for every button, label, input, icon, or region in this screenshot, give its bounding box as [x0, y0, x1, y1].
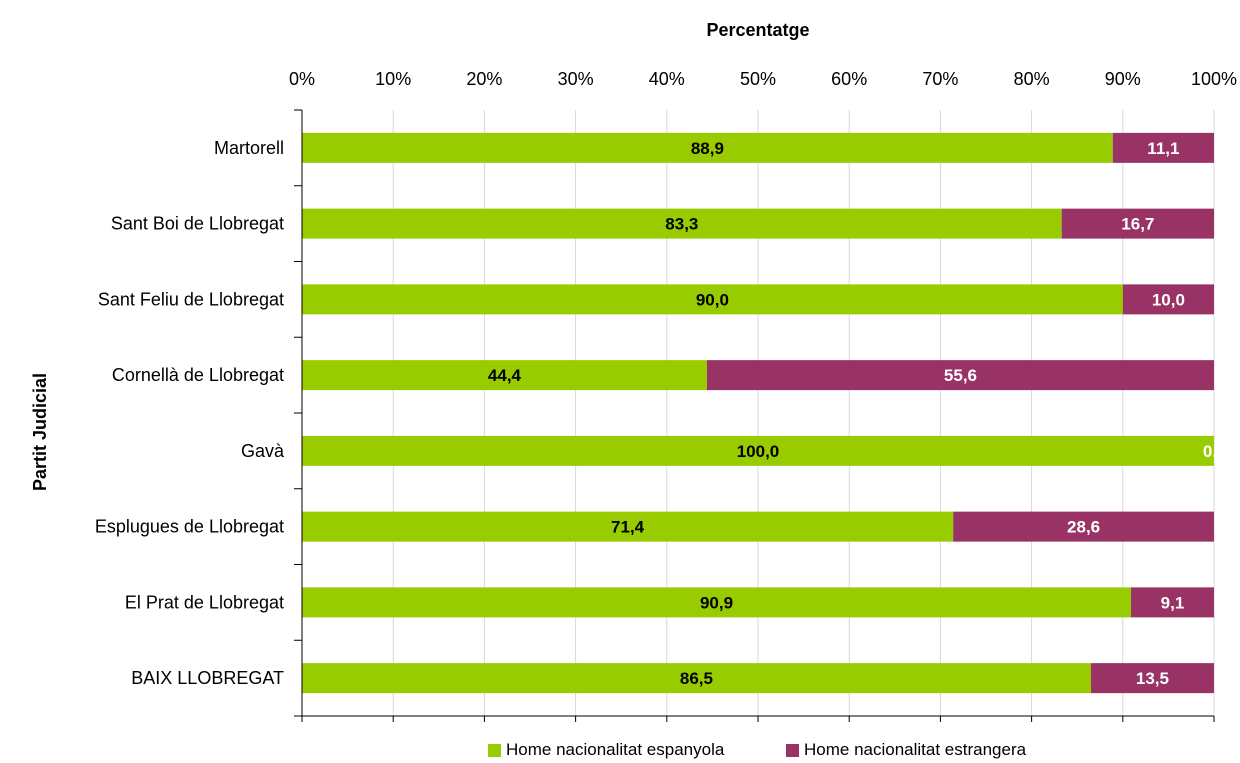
data-label-espanyola: 83,3 [665, 215, 698, 234]
legend-label-espanyola: Home nacionalitat espanyola [506, 740, 725, 759]
data-label-espanyola: 88,9 [691, 139, 724, 158]
x-tick-labels: 0% 10% 20% 30% 40% 50% 60% 70% 80% 90% 100% [289, 69, 1237, 89]
y-axis-title: Partit Judicial [30, 373, 50, 491]
bar-espanyola [302, 663, 1091, 694]
x-tick-label: 10% [375, 69, 411, 89]
category-label: Martorell [214, 138, 284, 158]
bar-espanyola [302, 587, 1132, 618]
bar-estrangera [1112, 132, 1214, 163]
data-label-estrangera: 11,1 [1147, 139, 1179, 158]
data-label-estrangera: 16,7 [1121, 215, 1154, 234]
data-label-espanyola: 44,4 [488, 366, 522, 385]
data-label-estrangera: 10,0 [1152, 290, 1185, 309]
category-label: Esplugues de Llobregat [95, 517, 284, 537]
legend-swatch-estrangera [786, 743, 799, 757]
bar-espanyola [302, 435, 1214, 466]
x-tick-label: 100% [1191, 69, 1237, 89]
bar-espanyola [302, 132, 1113, 163]
legend-label-estrangera: Home nacionalitat estrangera [804, 740, 1027, 759]
data-label-espanyola: 71,4 [611, 518, 645, 537]
data-labels: 88,9 11,1 83,3 16,7 90,0 10,0 44,4 55,6 100,0 0, 7… [488, 139, 1217, 688]
x-axis-title: Percentatge [706, 20, 809, 40]
data-label-estrangera: 55,6 [944, 366, 977, 385]
bars-group [302, 132, 1214, 694]
legend-item-espanyola: Home nacionalitat espanyola [488, 740, 724, 760]
category-label: Cornellà de Llobregat [112, 365, 284, 385]
data-label-estrangera: 13,5 [1136, 669, 1169, 688]
bar-espanyola [302, 208, 1062, 239]
bar-espanyola [302, 360, 707, 391]
category-label: El Prat de Llobregat [125, 592, 284, 612]
bar-espanyola [302, 284, 1123, 315]
data-label-espanyola: 90,0 [696, 290, 729, 309]
x-tick-label: 20% [466, 69, 502, 89]
data-label-estrangera: 0, [1203, 442, 1217, 461]
category-label: BAIX LLOBREGAT [131, 668, 284, 688]
data-label-estrangera: 28,6 [1067, 518, 1100, 537]
bar-espanyola [302, 511, 954, 542]
x-tick-label: 80% [1014, 69, 1050, 89]
legend: Home nacionalitat espanyola Home naciona… [0, 740, 1240, 762]
category-labels: Martorell Sant Boi de Llobregat Sant Feliu… [95, 138, 285, 688]
data-label-espanyola: 90,9 [700, 593, 733, 612]
bar-estrangera [1122, 284, 1214, 315]
legend-swatch-espanyola [488, 743, 501, 757]
stacked-bar-chart: Percentatge Partit Judicial 0% 10% 20% 30% 4… [30, 20, 1237, 722]
x-tick-label: 90% [1105, 69, 1141, 89]
x-tick-label: 30% [558, 69, 594, 89]
x-tick-label: 50% [740, 69, 776, 89]
category-label: Gavà [241, 441, 285, 461]
category-label: Sant Boi de Llobregat [111, 214, 284, 234]
bar-estrangera [1131, 587, 1214, 618]
legend-item-estrangera: Home nacionalitat estrangera [786, 740, 1026, 760]
bar-estrangera [953, 511, 1214, 542]
data-label-espanyola: 100,0 [737, 442, 780, 461]
bar-estrangera [1061, 208, 1214, 239]
bar-estrangera [1090, 663, 1214, 694]
data-label-estrangera: 9,1 [1161, 593, 1185, 612]
axes [294, 109, 1215, 722]
gridlines [392, 110, 1215, 716]
x-tick-label: 60% [831, 69, 867, 89]
x-tick-label: 70% [922, 69, 958, 89]
x-tick-label: 40% [649, 69, 685, 89]
category-label: Sant Feliu de Llobregat [98, 289, 284, 309]
x-tick-label: 0% [289, 69, 315, 89]
bar-estrangera [706, 360, 1214, 391]
data-label-espanyola: 86,5 [680, 669, 713, 688]
